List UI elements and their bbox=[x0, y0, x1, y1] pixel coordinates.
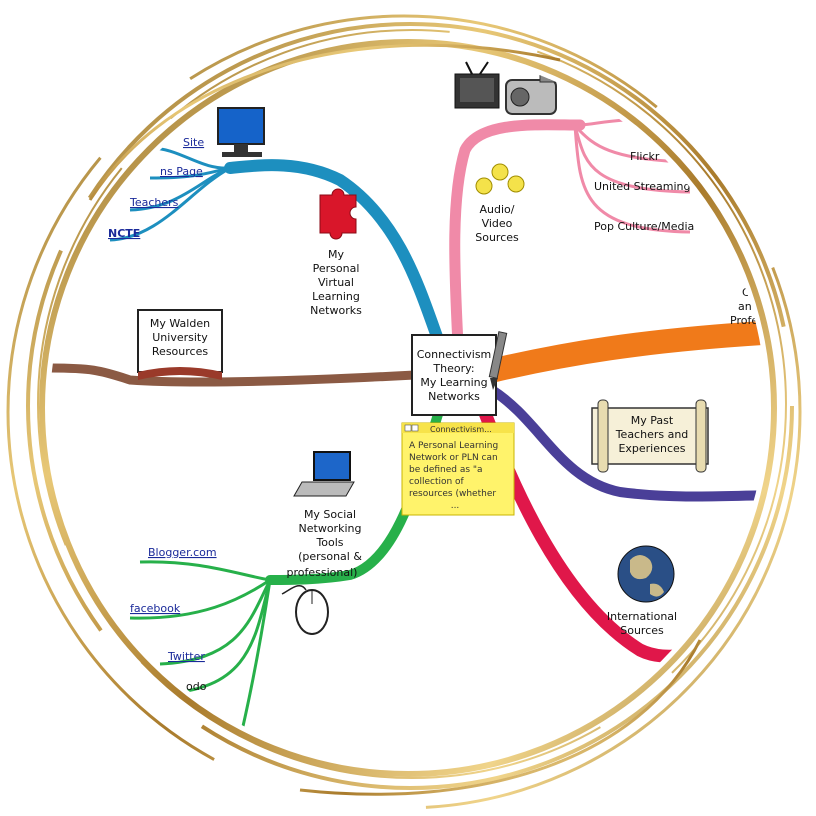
orange-line-1: I bbox=[742, 272, 745, 285]
note-line-2: Network or PLN can bbox=[409, 453, 498, 463]
virtual-line-5: Networks bbox=[310, 304, 362, 317]
note-expand-icon[interactable] bbox=[411, 424, 419, 432]
social-line-3: Tools bbox=[315, 536, 343, 549]
past-line-1: My Past bbox=[631, 414, 674, 427]
audio-link-united[interactable]: United Streaming bbox=[594, 180, 690, 193]
mouse-icon bbox=[281, 585, 329, 635]
center-line-4: Networks bbox=[428, 390, 480, 403]
orange-line-4: Profe bbox=[730, 314, 758, 327]
gold-ring-frame bbox=[6, 14, 802, 810]
social-line-4: (personal & bbox=[298, 550, 362, 563]
virtual-link-teachers[interactable]: Teachers bbox=[129, 196, 179, 209]
branch-virtual bbox=[224, 159, 446, 351]
note-line-6: ... bbox=[451, 501, 460, 511]
virtual-line-2: Personal bbox=[313, 262, 360, 275]
social-line-5: professional) bbox=[287, 566, 358, 579]
walden-line-1: My Walden bbox=[150, 317, 210, 330]
note-line-5: resources (whether bbox=[409, 489, 496, 499]
note-title: Connectivism... bbox=[430, 425, 492, 434]
audio-link-flickr[interactable]: Flickr bbox=[630, 150, 660, 163]
virtual-link-page[interactable]: ns Page bbox=[160, 165, 203, 178]
branch-past bbox=[487, 385, 766, 502]
note-close-icon[interactable] bbox=[404, 424, 412, 432]
virtual-link-site[interactable]: Site bbox=[183, 136, 204, 149]
center-line-3: My Learning bbox=[420, 376, 487, 389]
note-line-3: be defined as "a bbox=[409, 465, 483, 475]
tv-icon bbox=[454, 61, 500, 109]
laptop-icon bbox=[293, 451, 355, 497]
audio-line-1: Audio/ bbox=[480, 203, 515, 216]
virtual-line-3: Virtual bbox=[318, 276, 354, 289]
orange-line-2: C bbox=[742, 286, 750, 299]
puzzle-icon bbox=[319, 188, 357, 240]
social-link-facebook[interactable]: facebook bbox=[130, 602, 181, 615]
branch-walden bbox=[50, 363, 420, 387]
sticky-note[interactable]: Connectivism... A Personal Learning Netw… bbox=[401, 422, 515, 516]
walden-line-3: Resources bbox=[152, 345, 208, 358]
book-icon bbox=[137, 309, 223, 380]
past-line-2: Teachers and bbox=[615, 428, 689, 441]
branch-orange bbox=[483, 320, 766, 382]
social-link-partial[interactable]: odo bbox=[186, 680, 207, 693]
audio-link-pop[interactable]: Pop Culture/Media bbox=[594, 220, 694, 233]
past-line-3: Experiences bbox=[618, 442, 685, 455]
scroll-icon bbox=[591, 399, 709, 473]
virtual-link-ncte[interactable]: NCTE bbox=[108, 227, 140, 240]
note-line-1: A Personal Learning bbox=[409, 441, 498, 451]
social-line-1: My Social bbox=[304, 508, 356, 521]
social-link-twitter[interactable]: Twitter bbox=[167, 650, 205, 663]
social-line-2: Networking bbox=[299, 522, 362, 535]
pen-icon bbox=[488, 331, 508, 390]
globe-icon bbox=[617, 545, 675, 603]
center-line-2: Theory: bbox=[432, 362, 474, 375]
audio-line-2: Video bbox=[482, 217, 513, 230]
note-line-4: collection of bbox=[409, 477, 465, 487]
virtual-line-4: Learning bbox=[312, 290, 360, 303]
audio-line-3: Sources bbox=[475, 231, 519, 244]
international-line-1: International bbox=[607, 610, 677, 623]
social-link-blogger[interactable]: Blogger.com bbox=[148, 546, 217, 559]
central-node: Connectivism Theory: My Learning Network… bbox=[411, 331, 508, 416]
virtual-line-1: My bbox=[328, 248, 344, 261]
lightbulbs-icon bbox=[475, 163, 525, 195]
center-line-1: Connectivism bbox=[417, 348, 492, 361]
branch-audio bbox=[449, 119, 586, 351]
orange-line-3: an bbox=[738, 300, 752, 313]
international-line-2: Sources bbox=[620, 624, 664, 637]
walden-line-2: University bbox=[152, 331, 208, 344]
monitor-icon bbox=[217, 107, 265, 157]
